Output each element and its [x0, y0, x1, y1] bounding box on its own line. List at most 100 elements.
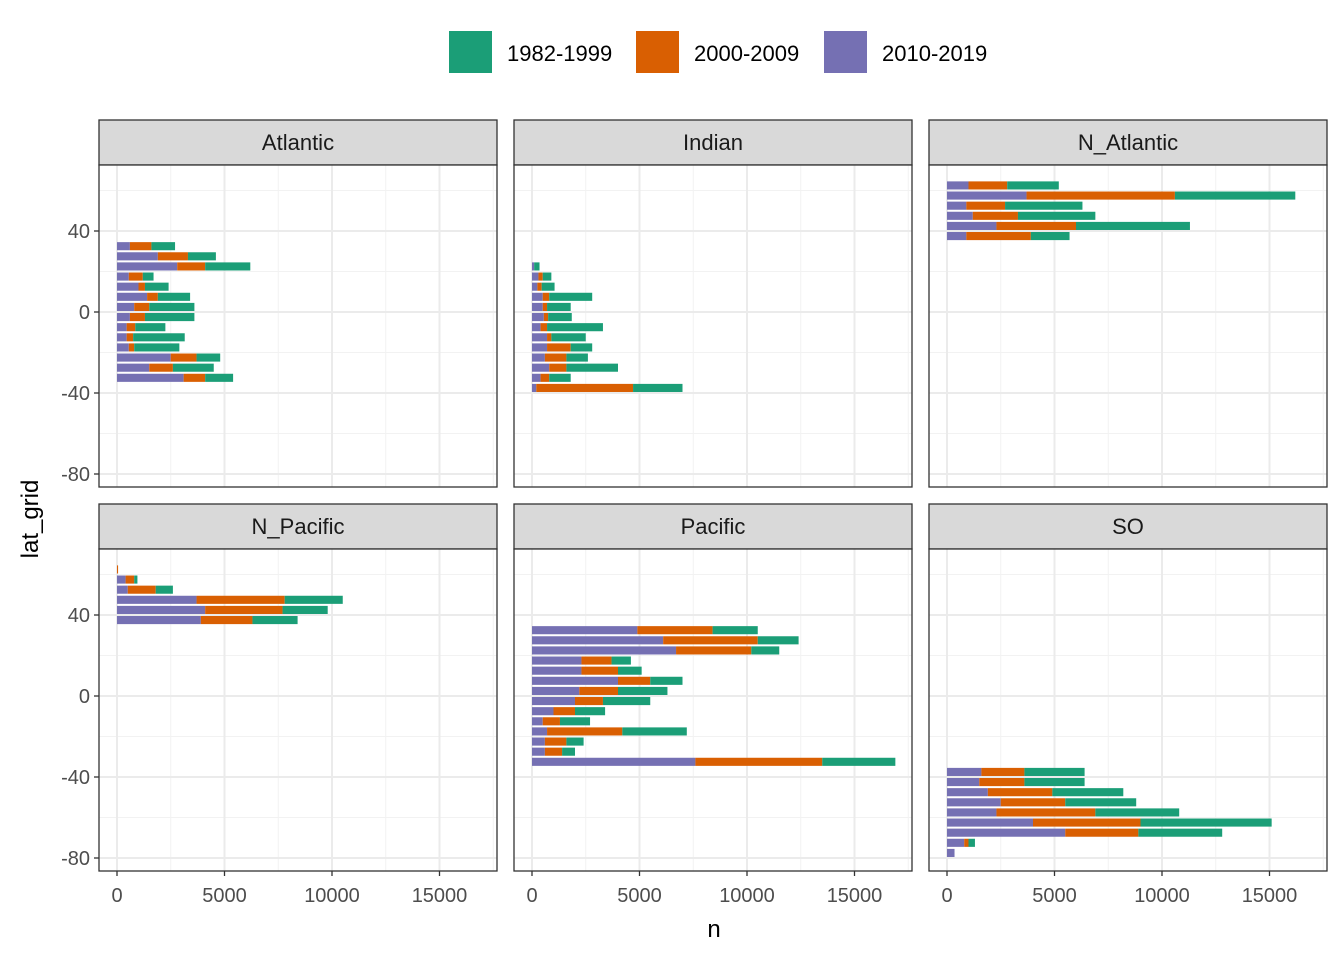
bar-segment [252, 616, 298, 625]
bar-segment [532, 333, 548, 342]
panel-n-pacific: N_Pacific [98, 503, 498, 872]
panel-border [928, 164, 1328, 488]
bar-segment [532, 292, 543, 301]
bar-segment [155, 585, 173, 594]
y-axis-label: lat_grid [17, 480, 44, 559]
bar-segment [170, 353, 197, 362]
panel-title: Atlantic [262, 130, 334, 155]
bar-segment [134, 302, 150, 311]
bar-segment [1076, 221, 1190, 230]
bar-segment [177, 262, 206, 271]
bar-segment [540, 323, 548, 332]
bar-segment [151, 242, 176, 251]
bar-segment [570, 343, 593, 352]
panel-border [98, 164, 498, 488]
bar-segment [757, 636, 799, 645]
bar-segment [117, 292, 148, 301]
bar-segment [117, 252, 158, 261]
bar-segment [751, 646, 780, 655]
y-tick-label: -40 [61, 767, 90, 789]
legend-label: 2010-2019 [882, 41, 987, 66]
bar-segment [532, 363, 550, 372]
bar-segment [622, 727, 687, 736]
y-tick-label: -40 [61, 383, 90, 405]
bar-segment [618, 676, 651, 685]
bar-segment [947, 818, 1033, 827]
bar-segment [676, 646, 752, 655]
bar-segment [538, 272, 543, 281]
bar-segment [196, 353, 221, 362]
panel-title: Pacific [681, 514, 746, 539]
bar-segment [117, 363, 150, 372]
bar-segment [200, 616, 253, 625]
panel-strip [513, 119, 913, 166]
bar-segment [553, 707, 575, 716]
bar-segment [532, 717, 543, 726]
bar-segment [532, 383, 537, 392]
bar-segment [544, 353, 567, 362]
bar-segment [117, 313, 130, 322]
bar-segment [196, 595, 285, 604]
bar-segment [566, 363, 618, 372]
bar-segment [142, 272, 154, 281]
panel-n-atlantic: N_Atlantic [928, 119, 1328, 488]
bar-segment [947, 191, 1027, 200]
bar-segment [566, 737, 584, 746]
bar-segment [542, 717, 560, 726]
bar-segment [968, 838, 975, 847]
bar-segment [536, 383, 634, 392]
bar-segment [548, 313, 572, 322]
x-tick-label: 0 [526, 885, 537, 907]
bar-segment [532, 272, 539, 281]
panel-so: SO [928, 503, 1328, 872]
legend-swatch [449, 31, 492, 73]
bar-segment [966, 201, 1006, 210]
bar-segment [947, 808, 997, 817]
bar-segment [947, 232, 967, 241]
bar-segment [581, 666, 618, 675]
bar-segment [144, 313, 195, 322]
bar-segment [532, 262, 535, 271]
bar-segment [284, 595, 343, 604]
bar-segment [125, 575, 135, 584]
x-tick-label: 15000 [1242, 885, 1298, 907]
bar-segment [559, 717, 591, 726]
bar-segment [544, 747, 563, 756]
bar-segment [581, 656, 612, 665]
bar-segment [650, 676, 683, 685]
bar-segment [532, 676, 618, 685]
bar-segment [822, 757, 896, 766]
bar-segment [532, 747, 545, 756]
legend-label: 1982-1999 [507, 41, 612, 66]
x-tick-label: 0 [111, 885, 122, 907]
bar-segment [1095, 808, 1180, 817]
bar-segment [149, 302, 195, 311]
bar-segment [282, 605, 328, 614]
bar-segment [1005, 201, 1083, 210]
bar-segment [541, 282, 555, 291]
bar-segment [618, 686, 668, 695]
bar-segment [157, 252, 188, 261]
bar-segment [947, 798, 1001, 807]
bar-segment [532, 727, 548, 736]
bar-segment [602, 697, 651, 706]
bar-segment [972, 211, 1018, 220]
bar-segment [144, 282, 169, 291]
bar-segment [1000, 798, 1066, 807]
bar-segment [1174, 191, 1296, 200]
legend-swatch [636, 31, 679, 73]
bar-segment [549, 292, 593, 301]
y-tick-label: 0 [79, 686, 90, 708]
bar-segment [134, 343, 180, 352]
bar-segment [947, 181, 969, 190]
bar-segment [532, 737, 545, 746]
bar-segment [947, 788, 988, 797]
bar-segment [633, 383, 683, 392]
bar-segment [549, 373, 571, 382]
panel-border [513, 164, 913, 488]
panel-atlantic: Atlantic [98, 119, 498, 488]
bar-segment [117, 616, 201, 625]
panel-title: SO [1112, 514, 1144, 539]
x-tick-label: 15000 [827, 885, 883, 907]
panel-title: N_Atlantic [1078, 130, 1178, 155]
